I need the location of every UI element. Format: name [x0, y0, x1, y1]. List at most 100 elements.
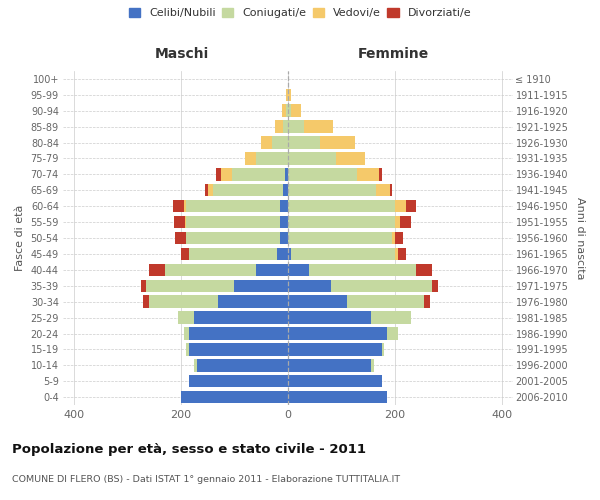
Bar — [304, 120, 334, 133]
Bar — [280, 232, 288, 244]
Bar — [185, 216, 186, 228]
Bar — [288, 312, 371, 324]
Bar — [175, 232, 186, 244]
Bar — [331, 280, 433, 292]
Bar — [288, 280, 331, 292]
Bar — [288, 216, 395, 228]
Bar — [406, 200, 416, 212]
Bar — [174, 216, 185, 228]
Bar — [181, 248, 189, 260]
Y-axis label: Anni di nascita: Anni di nascita — [575, 197, 585, 280]
Bar — [288, 184, 376, 196]
Bar — [215, 168, 221, 180]
Bar — [398, 248, 406, 260]
Bar — [288, 232, 392, 244]
Bar — [149, 296, 218, 308]
Bar — [288, 168, 358, 180]
Bar — [197, 359, 288, 372]
Bar — [189, 343, 288, 355]
Bar — [387, 328, 398, 340]
Bar — [218, 296, 288, 308]
Text: Femmine: Femmine — [358, 46, 429, 60]
Bar — [205, 184, 208, 196]
Bar — [288, 88, 290, 101]
Bar — [186, 216, 280, 228]
Bar — [173, 200, 184, 212]
Bar — [184, 328, 189, 340]
Bar — [358, 168, 379, 180]
Bar — [280, 200, 288, 212]
Bar — [186, 232, 280, 244]
Bar — [189, 248, 277, 260]
Bar — [309, 264, 416, 276]
Bar — [392, 232, 395, 244]
Bar — [213, 184, 283, 196]
Bar — [379, 168, 382, 180]
Bar — [245, 152, 256, 164]
Bar — [186, 343, 189, 355]
Bar — [347, 296, 424, 308]
Bar — [395, 232, 403, 244]
Bar — [433, 280, 438, 292]
Bar — [288, 152, 336, 164]
Bar — [189, 328, 288, 340]
Bar — [235, 280, 288, 292]
Bar — [320, 136, 355, 148]
Bar — [149, 264, 165, 276]
Bar — [371, 359, 374, 372]
Text: COMUNE DI FLERO (BS) - Dati ISTAT 1° gennaio 2011 - Elaborazione TUTTITALIA.IT: COMUNE DI FLERO (BS) - Dati ISTAT 1° gen… — [12, 476, 400, 484]
Bar — [285, 168, 288, 180]
Bar — [221, 168, 232, 180]
Bar — [288, 248, 290, 260]
Bar — [275, 120, 283, 133]
Bar — [389, 184, 392, 196]
Bar — [288, 391, 387, 404]
Bar — [232, 168, 285, 180]
Legend: Celibi/Nubili, Coniugati/e, Vedovi/e, Divorziati/e: Celibi/Nubili, Coniugati/e, Vedovi/e, Di… — [127, 6, 473, 20]
Bar — [288, 343, 382, 355]
Bar — [288, 120, 304, 133]
Bar — [336, 152, 365, 164]
Bar — [288, 296, 347, 308]
Bar — [382, 343, 384, 355]
Bar — [290, 248, 395, 260]
Bar — [288, 104, 290, 117]
Bar — [194, 312, 288, 324]
Bar — [288, 264, 309, 276]
Text: Popolazione per età, sesso e stato civile - 2011: Popolazione per età, sesso e stato civil… — [12, 442, 366, 456]
Bar — [288, 359, 371, 372]
Bar — [277, 248, 288, 260]
Bar — [283, 184, 288, 196]
Bar — [288, 136, 320, 148]
Bar — [256, 152, 288, 164]
Bar — [290, 104, 301, 117]
Bar — [288, 375, 382, 388]
Bar — [286, 104, 288, 117]
Bar — [194, 359, 197, 372]
Bar — [141, 280, 146, 292]
Bar — [424, 296, 430, 308]
Bar — [181, 391, 288, 404]
Bar — [280, 216, 288, 228]
Text: Maschi: Maschi — [155, 46, 209, 60]
Bar — [189, 375, 288, 388]
Bar — [146, 280, 235, 292]
Bar — [376, 184, 389, 196]
Bar — [186, 200, 280, 212]
Bar — [261, 136, 272, 148]
Bar — [288, 328, 387, 340]
Bar — [143, 296, 149, 308]
Bar — [282, 104, 286, 117]
Bar — [416, 264, 433, 276]
Bar — [272, 136, 288, 148]
Bar — [286, 88, 288, 101]
Bar — [184, 200, 186, 212]
Y-axis label: Fasce di età: Fasce di età — [15, 205, 25, 271]
Bar — [288, 200, 395, 212]
Bar — [395, 248, 398, 260]
Bar — [371, 312, 411, 324]
Bar — [165, 264, 256, 276]
Bar — [178, 312, 194, 324]
Bar — [395, 216, 400, 228]
Bar — [256, 264, 288, 276]
